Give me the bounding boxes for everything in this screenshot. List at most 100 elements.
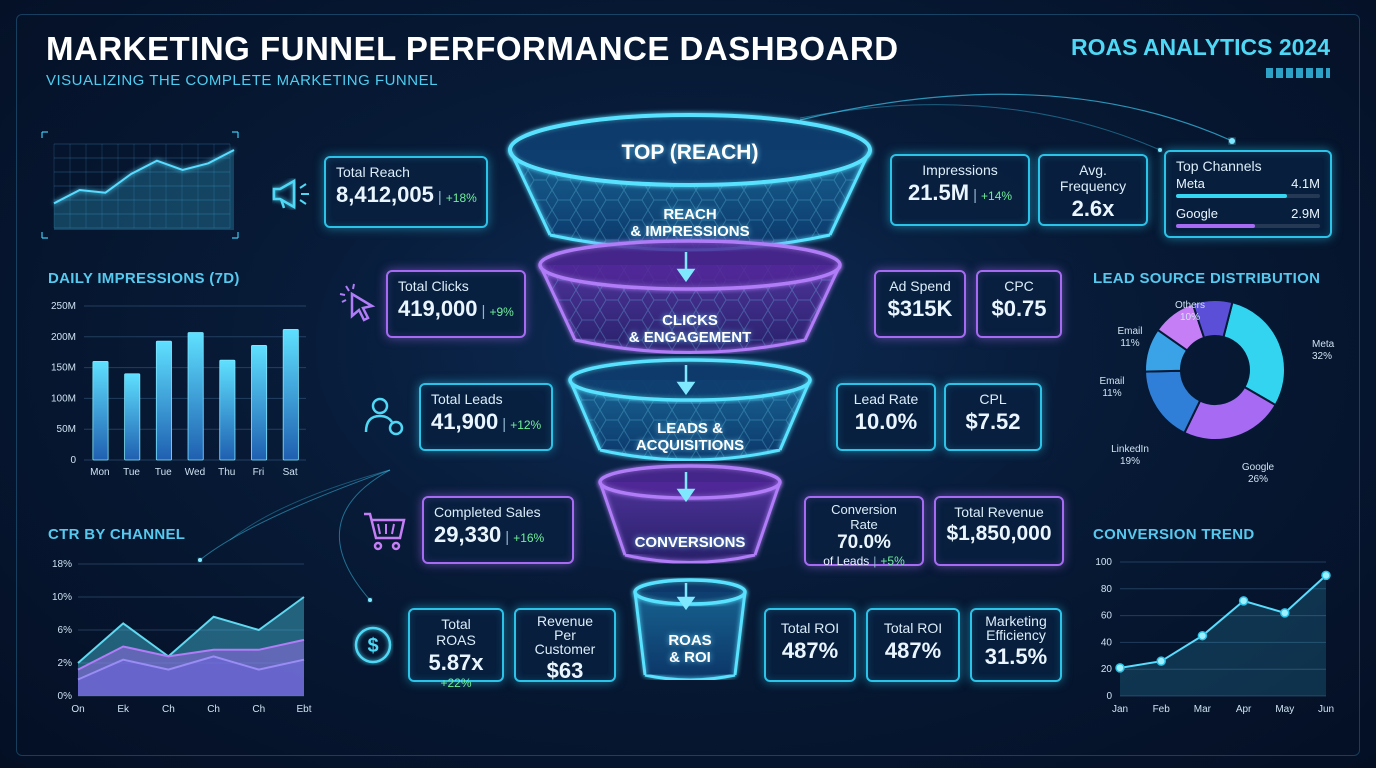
- impressions-value: 21.5M: [907, 180, 970, 205]
- top-channel-bar-fill: [1176, 194, 1287, 198]
- total-reach-value: 8,412,005: [336, 182, 434, 207]
- card-marketing-efficiency[interactable]: Marketing Efficiency 31.5%: [970, 608, 1062, 682]
- card-total-reach[interactable]: Total Reach 8,412,005 | +18%: [324, 156, 488, 228]
- total-reach-label: Total Reach: [336, 164, 410, 180]
- avg-frequency-label: Avg. Frequency: [1059, 162, 1127, 194]
- stage-5-line-1: ROAS: [668, 632, 712, 649]
- ad-spend-label: Ad Spend: [889, 278, 951, 294]
- card-ad-spend[interactable]: Ad Spend $315K: [874, 270, 966, 338]
- marketing-efficiency-value: 31.5%: [984, 644, 1048, 669]
- funnel-stage-5-label: ROAS & ROI: [620, 632, 760, 666]
- marketing-efficiency-label-1: Marketing: [985, 613, 1047, 629]
- card-avg-frequency[interactable]: Avg. Frequency 2.6x: [1038, 154, 1148, 226]
- card-total-clicks[interactable]: Total Clicks 419,000 | +9%: [386, 270, 526, 338]
- y-tick-label: 100M: [51, 393, 76, 404]
- x-tick-label: Ek: [117, 704, 130, 715]
- line-point: [1156, 656, 1166, 666]
- card-lead-rate[interactable]: Lead Rate 10.0%: [836, 383, 936, 451]
- card-top-channels[interactable]: Top Channels Meta 4.1M Google 2.9M: [1164, 150, 1332, 238]
- x-tick-label: Ch: [252, 704, 265, 715]
- x-tick-label: Tue: [155, 467, 172, 478]
- lead-rate-label: Lead Rate: [853, 391, 919, 407]
- card-conversion-rate[interactable]: Conversion Rate 70.0% of Leads | +5%: [804, 496, 924, 568]
- y-tick-label: 80: [1101, 584, 1113, 595]
- card-impressions[interactable]: Impressions 21.5M | +14%: [890, 154, 1030, 226]
- cpl-value: $7.52: [965, 409, 1021, 434]
- x-tick-label: Sat: [283, 467, 298, 478]
- ctr-by-channel-title: CTR BY CHANNEL: [48, 526, 186, 543]
- bar: [251, 345, 268, 461]
- y-tick-label: 0: [70, 455, 76, 466]
- cpc-label: CPC: [1004, 278, 1034, 294]
- funnel-top-label: TOP (REACH): [621, 141, 759, 164]
- funnel-stage-leads: [568, 358, 812, 462]
- pie-value: 26%: [1248, 474, 1268, 485]
- lead-source-chart: Meta32%Google26%LinkedIn19%Email11%Email…: [1099, 299, 1335, 485]
- stage-1-line-1: REACH: [663, 206, 717, 223]
- y-tick-label: 18%: [52, 559, 72, 570]
- mini-trend-area: [54, 150, 234, 230]
- total-revenue-value: $1,850,000: [946, 522, 1052, 545]
- pie-label: LinkedIn: [1111, 444, 1149, 455]
- y-tick-label: 6%: [58, 625, 73, 636]
- total-roi-value: 487%: [884, 638, 942, 663]
- card-cpl[interactable]: CPL $7.52: [944, 383, 1042, 451]
- completed-sales-value: 29,330: [434, 522, 502, 547]
- x-tick-label: Ch: [207, 704, 220, 715]
- y-tick-label: 150M: [51, 363, 76, 374]
- brand-label: ROAS ANALYTICS 2024: [1070, 34, 1330, 60]
- card-total-revenue[interactable]: Total Revenue $1,850,000: [934, 496, 1064, 566]
- rpc-label-1: Revenue: [536, 613, 594, 629]
- total-roas-delta: +22%: [440, 676, 472, 690]
- card-cpc[interactable]: CPC $0.75: [976, 270, 1062, 338]
- x-tick-label: Fri: [253, 467, 265, 478]
- top-channel-value: 4.1M: [1291, 176, 1320, 191]
- pie-label: Others: [1175, 300, 1205, 311]
- rpc-label-2: Per Customer: [534, 627, 596, 657]
- card-completed-sales[interactable]: Completed Sales 29,330 | +16%: [422, 496, 574, 564]
- bar: [155, 340, 172, 461]
- x-tick-label: Ebt: [296, 704, 311, 715]
- funnel-stage-reach: [508, 113, 872, 252]
- card-revenue-per-customer[interactable]: Revenue Per Customer $63: [514, 608, 616, 683]
- pie-label: Email: [1099, 376, 1124, 387]
- top-channel-bar: [1176, 224, 1320, 228]
- line-point: [1280, 608, 1290, 618]
- funnel-stage-clicks: [538, 239, 842, 354]
- x-tick-label: Ch: [162, 704, 175, 715]
- funnel-stage-2-label: CLICKS & ENGAGEMENT: [590, 312, 790, 346]
- rpc-value: $63: [546, 658, 584, 683]
- card-total-roi-2[interactable]: Total ROI 487%: [866, 608, 960, 682]
- pie-value: 11%: [1102, 388, 1121, 399]
- total-roi-label: Total ROI: [883, 620, 943, 636]
- daily-impressions-title: DAILY IMPRESSIONS (7D): [48, 270, 240, 287]
- total-roi-value: 487%: [781, 638, 839, 663]
- y-tick-label: 50M: [57, 424, 76, 435]
- bar: [219, 359, 236, 461]
- x-tick-label: Wed: [185, 467, 205, 478]
- stage-5-line-2: & ROI: [669, 649, 711, 666]
- pie-slice: [1222, 300, 1286, 407]
- card-total-roi-1[interactable]: Total ROI 487%: [764, 608, 856, 682]
- conversion-rate-sub: of Leads: [823, 554, 870, 568]
- top-channel-value: 2.9M: [1291, 206, 1320, 221]
- x-tick-label: May: [1275, 704, 1294, 715]
- impressions-label: Impressions: [922, 162, 998, 178]
- page-subtitle: VISUALIZING THE COMPLETE MARKETING FUNNE…: [46, 72, 438, 89]
- total-clicks-label: Total Clicks: [398, 278, 469, 294]
- y-tick-label: 2%: [58, 658, 73, 669]
- cpc-value: $0.75: [991, 296, 1047, 321]
- x-tick-label: Mon: [90, 467, 109, 478]
- card-total-roas[interactable]: Total ROAS 5.87x +22%: [408, 608, 504, 690]
- top-channel-name: Google: [1176, 206, 1218, 221]
- pie-slice: [1191, 299, 1234, 340]
- card-total-leads[interactable]: Total Leads 41,900 | +12%: [419, 383, 553, 451]
- y-tick-label: 250M: [51, 301, 76, 312]
- ad-spend-value: $315K: [887, 296, 953, 321]
- y-tick-label: 10%: [52, 592, 72, 603]
- pie-value: 11%: [1120, 338, 1139, 349]
- line-series: [1119, 574, 1327, 669]
- pie-value: 32%: [1312, 351, 1332, 362]
- brand-decoration: [1266, 68, 1330, 78]
